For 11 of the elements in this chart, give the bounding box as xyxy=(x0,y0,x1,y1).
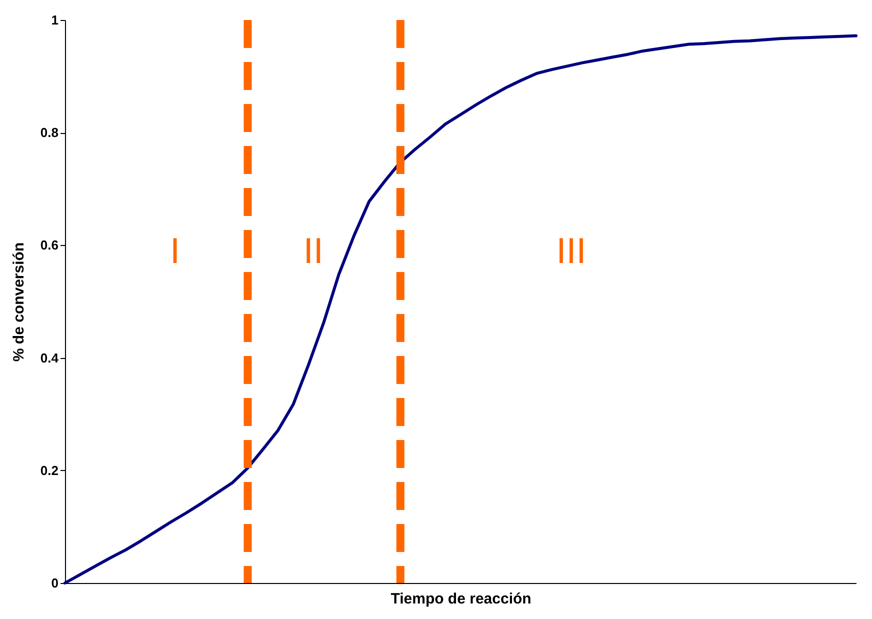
y-axis-title: % de conversión xyxy=(10,242,28,362)
y-tick-label: 0 xyxy=(51,576,58,590)
y-tick-label: 0.2 xyxy=(40,462,58,478)
y-tick-label: 0.8 xyxy=(40,125,58,140)
annotation: II xyxy=(303,230,324,271)
y-tick-label: 0.6 xyxy=(40,238,58,253)
y-tick-label: 1 xyxy=(51,12,58,28)
y-tick-label: 0.4 xyxy=(40,350,60,366)
annotation: I xyxy=(170,230,180,271)
annotation: III xyxy=(556,230,586,271)
x-axis-title: Tiempo de reacción xyxy=(390,590,532,608)
